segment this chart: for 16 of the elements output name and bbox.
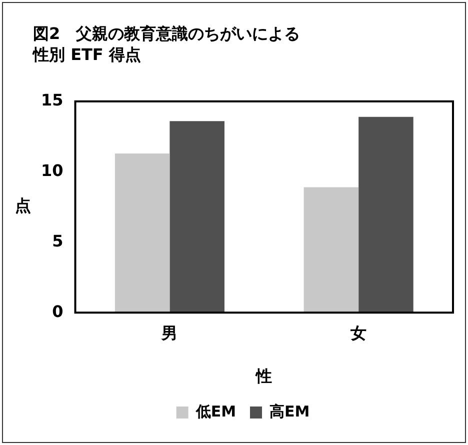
y-tick-label: 15 — [41, 90, 64, 110]
legend-label: 高EM — [270, 402, 310, 420]
chart-title: 図2 父親の教育意識のちがいによる — [33, 24, 300, 43]
legend-label: 低EM — [194, 402, 236, 420]
chart-subtitle: 性別 ETF 得点 — [32, 44, 141, 64]
y-axis-title: 点 — [15, 196, 31, 216]
y-tick-label: 0 — [52, 302, 64, 321]
y-tick-label: 5 — [52, 231, 64, 250]
bar — [114, 153, 170, 313]
bar — [358, 116, 414, 313]
bar — [170, 121, 224, 313]
bar — [304, 187, 359, 313]
x-axis-title: 性 — [255, 366, 272, 386]
y-tick-label: 10 — [41, 160, 64, 180]
x-tick-label: 男 — [160, 323, 178, 342]
x-tick-label: 女 — [350, 323, 367, 342]
